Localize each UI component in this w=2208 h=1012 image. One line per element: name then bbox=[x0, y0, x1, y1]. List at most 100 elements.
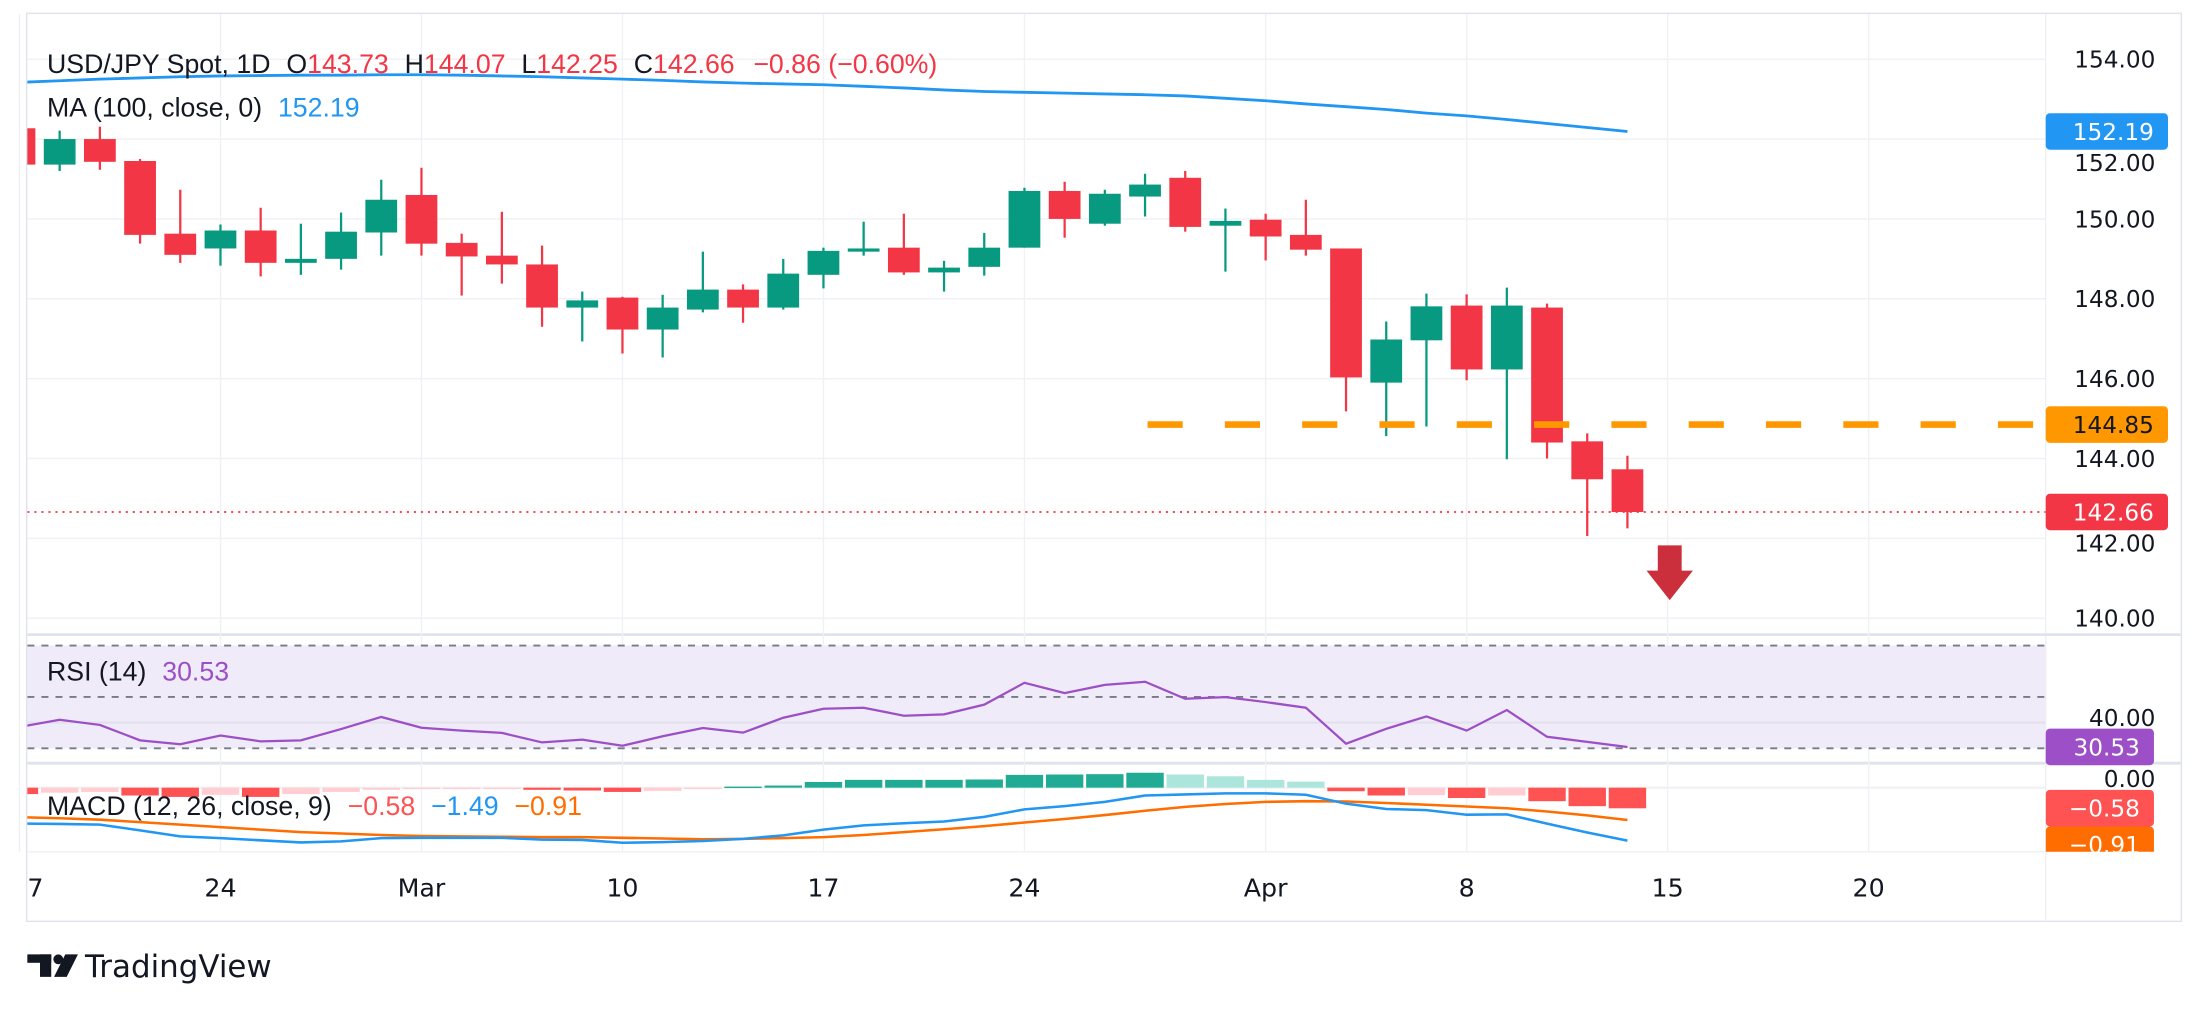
candle[interactable] bbox=[1249, 213, 1282, 261]
macd-axis-label: 0.00 bbox=[2104, 766, 2156, 793]
time-axis[interactable]: 7 24 Mar 10 17 24 Apr 8 15 20 bbox=[27, 874, 1884, 903]
candle[interactable] bbox=[968, 232, 1001, 276]
candle[interactable] bbox=[405, 167, 438, 256]
macd-histogram-bar bbox=[27, 787, 39, 795]
macd-histogram-bar bbox=[523, 787, 561, 790]
macd-histogram-bar bbox=[724, 786, 762, 789]
candle[interactable] bbox=[526, 245, 558, 327]
macd-histogram-bar bbox=[965, 779, 1003, 788]
candle[interactable] bbox=[1169, 170, 1202, 232]
time-axis-label: Apr bbox=[1244, 874, 1288, 903]
candle[interactable] bbox=[164, 189, 197, 263]
candle-body bbox=[124, 161, 156, 235]
low-value: 142.25 bbox=[536, 49, 618, 79]
macd-histogram-bar bbox=[563, 787, 601, 791]
candle[interactable] bbox=[1531, 303, 1563, 459]
candle[interactable] bbox=[485, 211, 518, 284]
candle-body bbox=[1008, 190, 1041, 248]
candle[interactable] bbox=[1088, 189, 1121, 226]
candle[interactable] bbox=[1129, 173, 1161, 217]
macd-histogram-bar bbox=[1005, 774, 1044, 788]
candle[interactable] bbox=[606, 296, 639, 354]
candle[interactable] bbox=[1330, 248, 1362, 412]
candle[interactable] bbox=[928, 260, 960, 292]
ma-100-line[interactable] bbox=[19, 73, 1628, 133]
macd-histogram-bar bbox=[1126, 772, 1164, 788]
candle[interactable] bbox=[4, 125, 36, 167]
rsi-axis-label: 40.00 bbox=[2089, 705, 2155, 732]
candle[interactable] bbox=[445, 233, 478, 296]
macd-histogram-bar bbox=[362, 787, 400, 790]
candle[interactable] bbox=[1450, 294, 1483, 381]
macd-histogram-bar bbox=[201, 787, 240, 795]
candle[interactable] bbox=[284, 223, 317, 275]
candle[interactable] bbox=[204, 224, 237, 266]
candle[interactable] bbox=[887, 213, 920, 275]
candle[interactable] bbox=[1209, 208, 1242, 272]
price-axis[interactable]: 154.00 152.00 150.00 148.00 146.00 144.00 142.… bbox=[2045, 47, 2169, 863]
macd-histogram-bar bbox=[322, 787, 360, 792]
macd-histogram-bar bbox=[764, 785, 802, 788]
macd-histogram-bar bbox=[1447, 787, 1486, 798]
tradingview-logo-text: TradingView bbox=[84, 949, 272, 985]
candle-body bbox=[1370, 339, 1403, 383]
candle-body bbox=[164, 233, 197, 255]
price-axis-label: 152.00 bbox=[2074, 150, 2155, 177]
candle[interactable] bbox=[244, 207, 277, 277]
candle[interactable] bbox=[325, 212, 357, 270]
candle[interactable] bbox=[807, 247, 840, 289]
candle[interactable] bbox=[646, 294, 679, 358]
tradingview-logo[interactable]: TradingView bbox=[27, 949, 272, 985]
macd-histogram-bar bbox=[1045, 774, 1084, 788]
macd-line[interactable] bbox=[19, 792, 1628, 845]
candle[interactable] bbox=[124, 159, 156, 244]
price-axis-label: 150.00 bbox=[2074, 206, 2155, 233]
candle[interactable] bbox=[365, 179, 398, 256]
macd-legend[interactable]: MACD (12, 26, close, 9) −0.58 −1.49 −0.9… bbox=[47, 791, 582, 821]
candle[interactable] bbox=[43, 130, 76, 171]
candle-body bbox=[43, 139, 76, 165]
candle[interactable] bbox=[1571, 433, 1604, 536]
time-axis-label: 7 bbox=[27, 874, 43, 903]
level-price-tag-text: 144.85 bbox=[2073, 412, 2154, 439]
candle[interactable] bbox=[847, 221, 880, 256]
candle-body bbox=[1410, 306, 1443, 341]
candle[interactable] bbox=[1289, 199, 1322, 256]
candle[interactable] bbox=[686, 251, 719, 313]
ma-legend-value: 152.19 bbox=[278, 93, 360, 123]
rsi-line[interactable] bbox=[19, 680, 1628, 749]
candle[interactable] bbox=[1048, 181, 1081, 238]
rsi-pane[interactable] bbox=[19, 644, 2046, 750]
candle[interactable] bbox=[83, 126, 116, 170]
candle[interactable] bbox=[767, 258, 800, 310]
price-pane[interactable] bbox=[4, 73, 2046, 601]
macd-histogram-bar bbox=[1488, 787, 1526, 796]
macd-histogram-bar bbox=[1166, 774, 1204, 788]
candle[interactable] bbox=[1008, 187, 1041, 248]
candle[interactable] bbox=[566, 291, 599, 342]
candle-body bbox=[1088, 193, 1121, 224]
rsi-legend[interactable]: RSI (14) 30.53 bbox=[47, 656, 229, 686]
tradingview-logo-icon bbox=[27, 954, 78, 977]
candle[interactable] bbox=[1490, 287, 1523, 460]
candle-body bbox=[325, 231, 357, 259]
candle[interactable] bbox=[727, 284, 759, 323]
candle[interactable] bbox=[1370, 321, 1403, 437]
time-axis-label: 15 bbox=[1652, 874, 1684, 903]
candle-body bbox=[606, 297, 639, 330]
down-arrow-icon bbox=[1646, 545, 1693, 601]
rsi-legend-label: RSI (14) bbox=[47, 656, 146, 686]
macd-pane[interactable] bbox=[1, 772, 2046, 845]
macd-signal-line[interactable] bbox=[19, 799, 1628, 841]
macd-legend-macd: −1.49 bbox=[431, 791, 499, 821]
macd-histogram-bar bbox=[1287, 781, 1325, 788]
candle[interactable] bbox=[1410, 293, 1443, 427]
macd-signal-tag-text: −0.91 bbox=[2069, 832, 2140, 859]
price-axis-label: 148.00 bbox=[2074, 286, 2155, 313]
candle[interactable] bbox=[1611, 455, 1644, 529]
high-label: H bbox=[405, 49, 424, 79]
candle-body bbox=[445, 242, 478, 257]
ma-legend[interactable]: MA (100, close, 0) 152.19 bbox=[47, 93, 360, 123]
macd-legend-signal: −0.91 bbox=[514, 791, 582, 821]
